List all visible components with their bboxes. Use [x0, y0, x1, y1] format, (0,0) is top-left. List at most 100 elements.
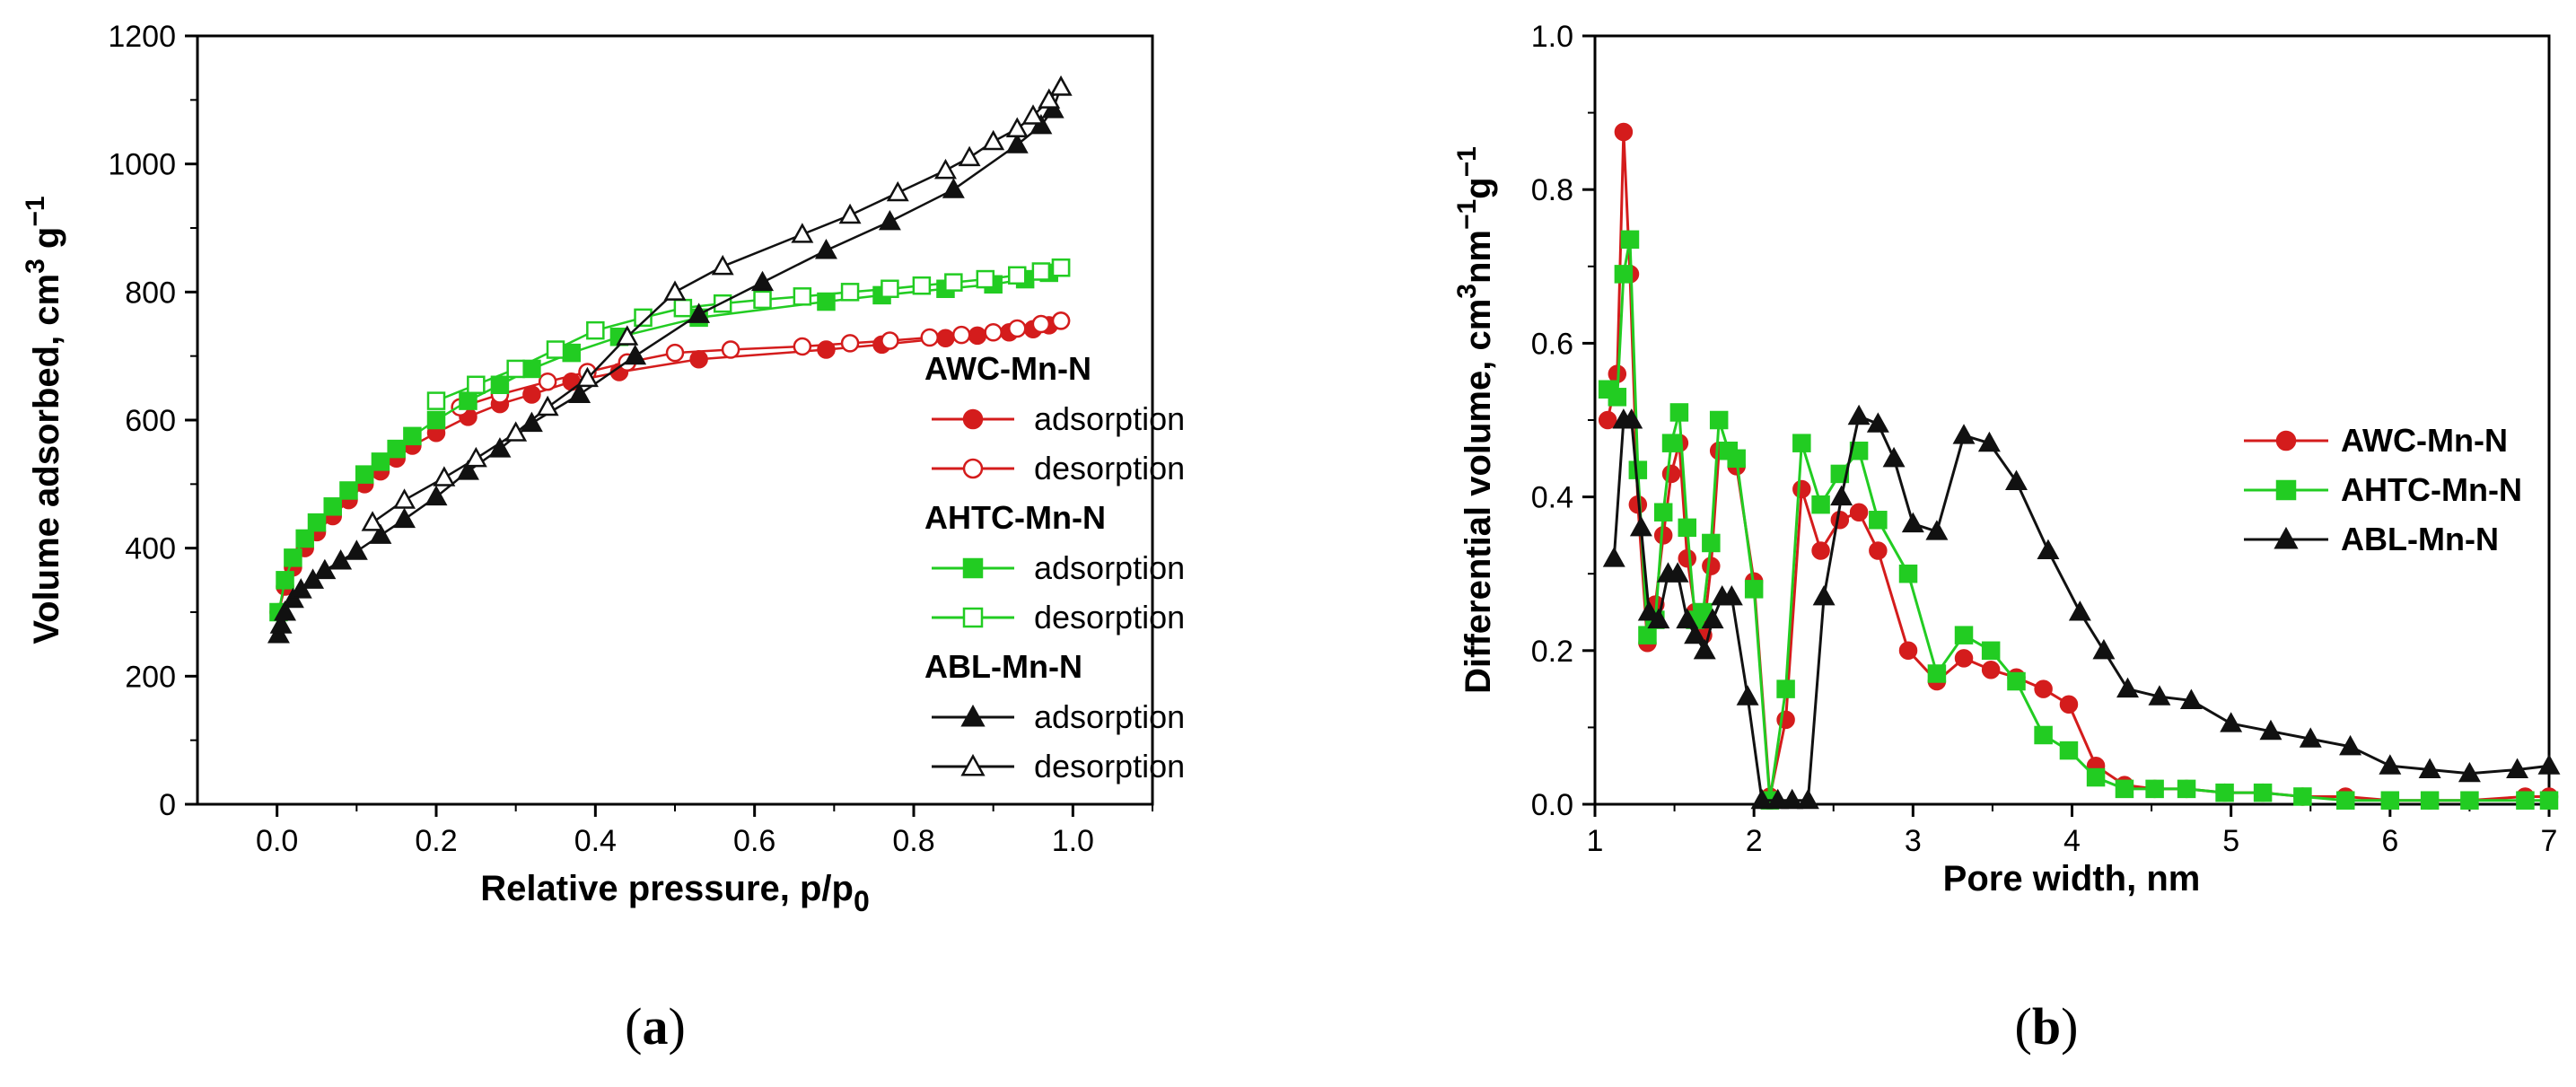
a-y-tick-label: 800 — [125, 276, 176, 310]
b-point-awc-mn-n — [1954, 649, 1974, 668]
a-point-ahtc-mn-n-adsorption — [490, 375, 510, 395]
b-point-ahtc-mn-n — [1869, 511, 1888, 530]
a-point-ahtc-mn-n-desorption — [840, 283, 860, 302]
b-point-ahtc-mn-n — [1620, 230, 1640, 250]
a-point-abl-mn-n-desorption — [1021, 104, 1045, 125]
a-point-ahtc-mn-n-desorption — [912, 276, 932, 295]
b-point-awc-mn-n — [1869, 541, 1888, 560]
a-point-ahtc-mn-n-desorption — [586, 320, 605, 340]
a-point-ahtc-mn-n-adsorption — [307, 513, 327, 532]
a-point-ahtc-mn-n-desorption — [944, 273, 963, 292]
b-point-abl-mn-n — [1647, 608, 1670, 629]
a-point-ahtc-mn-n-adsorption — [459, 391, 478, 410]
a-point-ahtc-mn-n-adsorption — [284, 548, 302, 567]
b-point-awc-mn-n — [1792, 479, 1811, 499]
b-legend-entry-label: AWC-Mn-N — [2341, 422, 2508, 459]
a-point-abl-mn-n-adsorption — [456, 460, 479, 480]
b-legend-entry-label: AHTC-Mn-N — [2341, 471, 2522, 508]
a-point-abl-mn-n-adsorption — [878, 209, 901, 231]
a-point-abl-mn-n-desorption — [1038, 88, 1061, 109]
a-legend-entry-label: adsorption — [1034, 698, 1185, 735]
a-point-awc-mn-n-desorption — [538, 372, 557, 391]
b-y-tick-label: 0.0 — [1531, 788, 1573, 822]
b-point-abl-mn-n — [1812, 584, 1836, 606]
b-point-abl-mn-n — [1781, 788, 1804, 810]
a-point-abl-mn-n-adsorption — [942, 178, 965, 198]
a-point-awc-mn-n-desorption — [984, 323, 1003, 342]
b-series-abl-mn-n — [1602, 404, 2561, 810]
b-point-ahtc-mn-n — [2380, 791, 2400, 810]
b-point-abl-mn-n — [2005, 469, 2028, 491]
b-point-ahtc-mn-n — [1776, 679, 1795, 698]
a-point-abl-mn-n-desorption — [663, 280, 687, 301]
b-point-ahtc-mn-n — [2460, 791, 2479, 810]
b-point-ahtc-mn-n — [1830, 464, 1850, 484]
a-point-ahtc-mn-n-desorption — [1008, 266, 1027, 285]
a-point-abl-mn-n-adsorption — [1030, 113, 1053, 135]
b-point-awc-mn-n — [1661, 464, 1681, 484]
panel-b-x-axis-title: Pore width, nm — [1943, 859, 2201, 899]
b-point-abl-mn-n — [1720, 584, 1743, 606]
panel-a-label: (a) — [625, 997, 686, 1056]
b-point-abl-mn-n — [2379, 754, 2402, 775]
a-legend-group-title: AHTC-Mn-N — [924, 499, 1106, 536]
b-legend-entry-label: ABL-Mn-N — [2341, 521, 2499, 557]
a-point-ahtc-mn-n-desorption — [1051, 258, 1071, 277]
b-point-abl-mn-n — [1693, 638, 1716, 660]
a-legend-swatch-marker — [962, 557, 984, 579]
a-point-abl-mn-n-adsorption — [1041, 98, 1065, 118]
a-point-awc-mn-n-desorption — [1051, 311, 1071, 330]
a-point-ahtc-mn-n-desorption — [673, 298, 693, 318]
a-point-abl-mn-n-adsorption — [624, 344, 647, 365]
a-point-abl-mn-n-desorption — [1049, 75, 1073, 96]
a-point-abl-mn-n-adsorption — [425, 485, 448, 506]
a-y-tick-label: 0 — [159, 788, 176, 822]
a-point-ahtc-mn-n-adsorption — [339, 481, 358, 500]
b-point-abl-mn-n — [2537, 754, 2561, 775]
a-point-awc-mn-n-desorption — [881, 331, 899, 350]
a-point-abl-mn-n-desorption — [361, 511, 384, 531]
a-point-abl-mn-n-desorption — [393, 488, 416, 509]
b-x-tick-label: 6 — [2381, 824, 2398, 858]
b-point-ahtc-mn-n — [1638, 626, 1657, 644]
b-point-awc-mn-n — [1981, 660, 2001, 679]
a-point-abl-mn-n-desorption — [433, 466, 456, 487]
b-point-abl-mn-n — [1637, 600, 1660, 621]
b-point-abl-mn-n — [2179, 688, 2203, 709]
b-point-abl-mn-n — [1602, 547, 1625, 567]
b-point-awc-mn-n — [2059, 695, 2079, 714]
a-point-awc-mn-n-desorption — [951, 325, 971, 345]
b-point-ahtc-mn-n — [2177, 779, 2196, 799]
a-point-abl-mn-n-adsorption — [688, 302, 711, 323]
b-point-abl-mn-n — [2092, 638, 2116, 660]
b-point-ahtc-mn-n — [1702, 533, 1721, 553]
a-y-tick-label: 1000 — [108, 148, 176, 182]
b-point-ahtc-mn-n — [1811, 495, 1830, 514]
b-point-awc-mn-n — [1702, 557, 1721, 575]
b-y-tick-label: 0.6 — [1531, 327, 1573, 361]
b-point-ahtc-mn-n — [2215, 783, 2234, 802]
b-x-tick-label: 3 — [1905, 824, 1922, 858]
a-point-abl-mn-n-adsorption — [329, 549, 353, 570]
b-point-ahtc-mn-n — [2335, 791, 2355, 810]
panel-b-ticks: 1 2 3 4 5 6 7 0.0 0.2 0.4 0.6 0.8 1.0 — [1531, 20, 2558, 858]
b-x-tick-label: 2 — [1746, 824, 1763, 858]
b-point-awc-mn-n — [1598, 410, 1617, 430]
b-point-abl-mn-n — [2299, 727, 2322, 748]
panel-a-ticks: 0.0 0.2 0.4 0.6 0.8 1.0 0 200 400 600 800 1000 1200 — [108, 20, 1153, 858]
a-point-abl-mn-n-desorption — [616, 325, 639, 346]
b-point-ahtc-mn-n — [2086, 767, 2106, 787]
b-series-ahtc-mn-n — [1598, 230, 2559, 810]
b-x-tick-label: 5 — [2222, 824, 2239, 858]
b-point-abl-mn-n — [1736, 685, 1759, 706]
a-point-abl-mn-n-adsorption — [1005, 133, 1029, 153]
b-point-ahtc-mn-n — [2420, 791, 2440, 810]
a-point-ahtc-mn-n-adsorption — [295, 529, 314, 548]
b-point-ahtc-mn-n — [1614, 265, 1634, 284]
b-point-abl-mn-n — [1866, 412, 1889, 433]
b-point-abl-mn-n — [2037, 539, 2060, 560]
a-point-abl-mn-n-adsorption — [281, 587, 304, 609]
panel-b-label: (b) — [2015, 997, 2079, 1056]
a-point-abl-mn-n-adsorption — [488, 437, 512, 458]
